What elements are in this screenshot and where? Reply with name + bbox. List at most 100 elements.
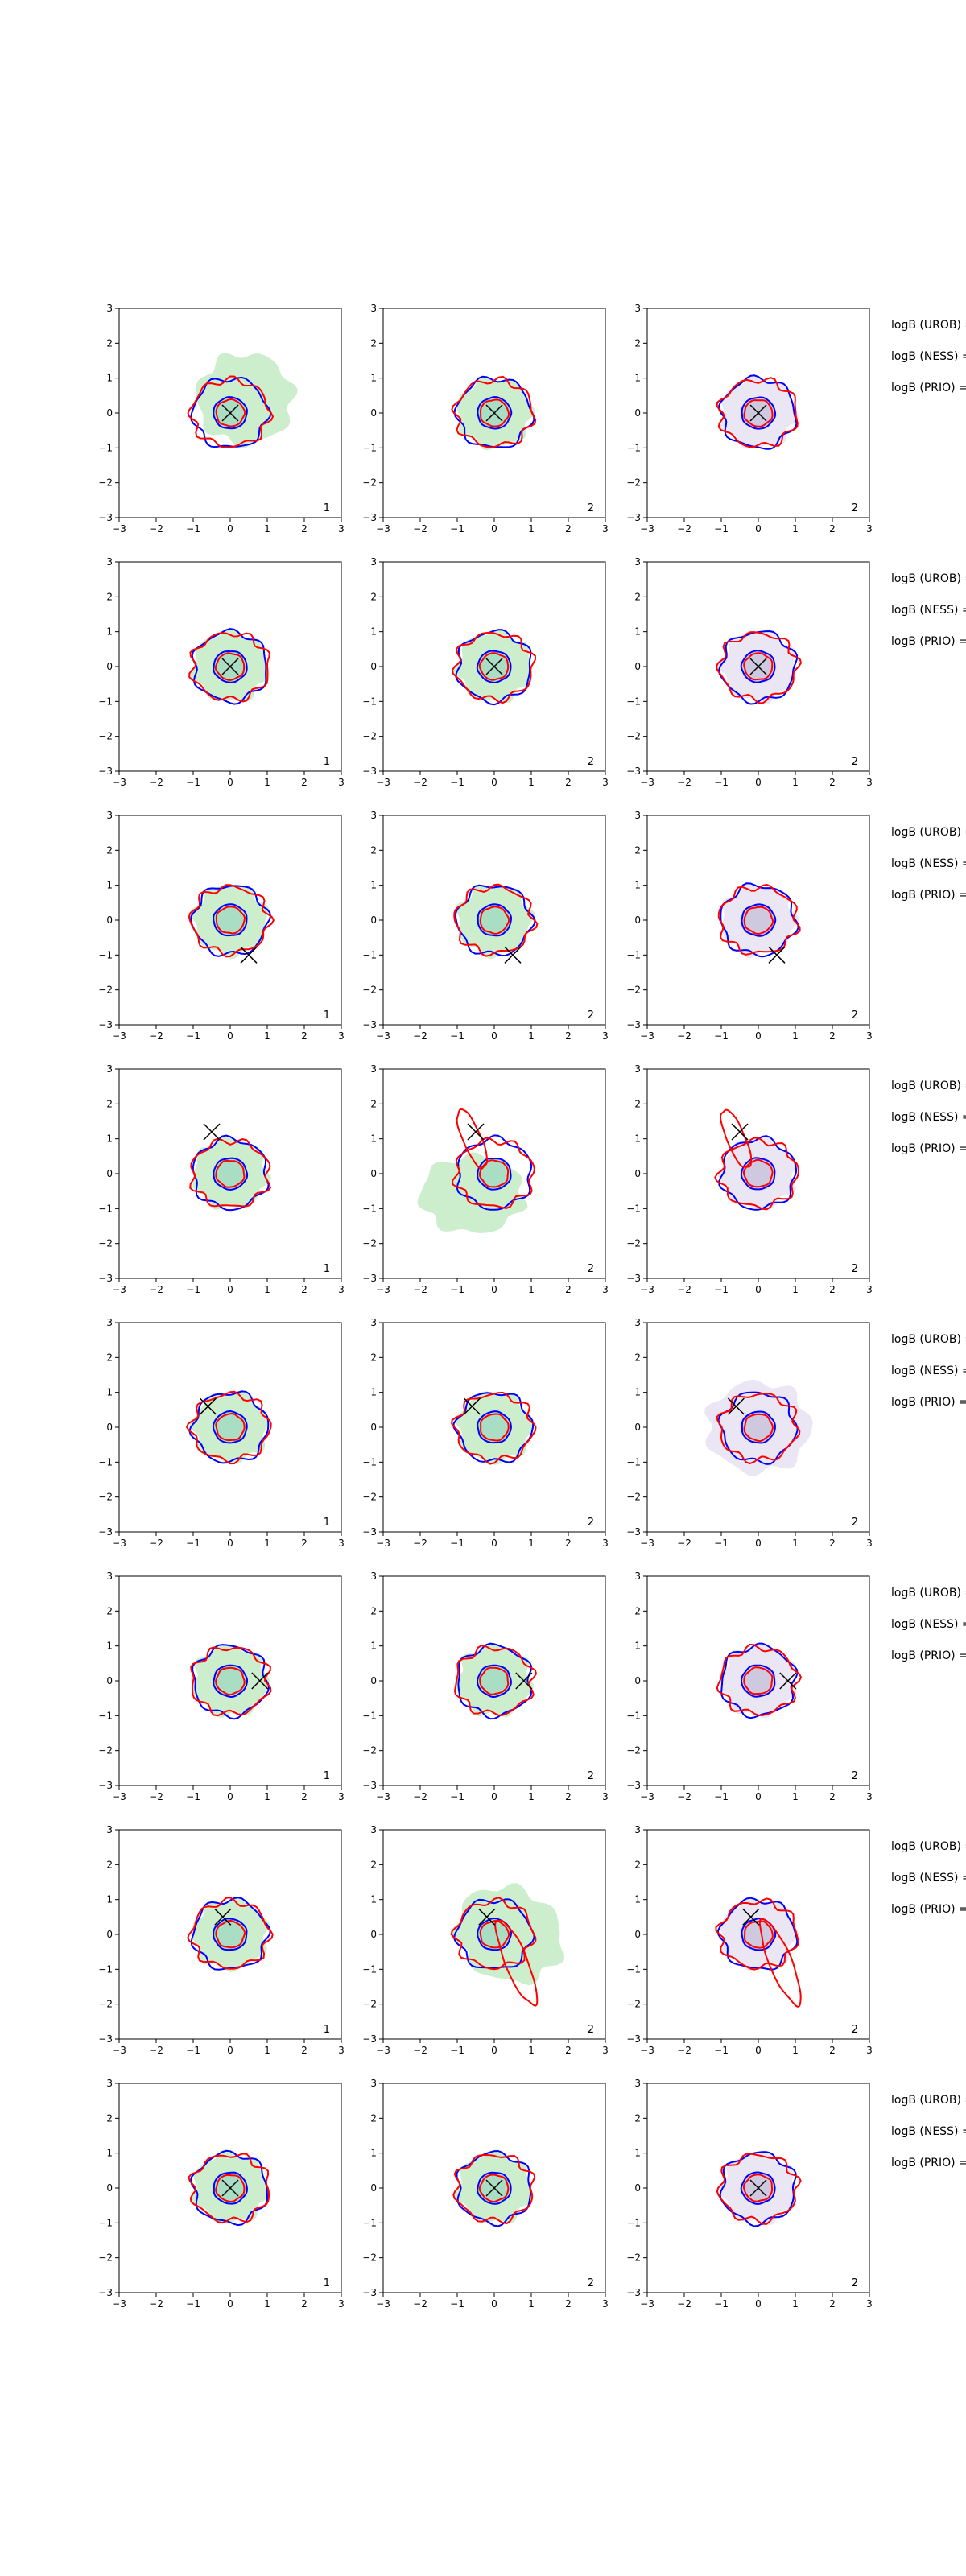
y-tick-label: 0 xyxy=(370,1168,377,1179)
x-tick-label: −3 xyxy=(376,1284,390,1295)
y-tick-label: −1 xyxy=(626,696,641,707)
logb-label: logB (PRIO) = xyxy=(891,1142,966,1155)
x-tick-label: 2 xyxy=(301,1030,308,1042)
x-tick-label: 0 xyxy=(491,1284,497,1295)
x-tick-label: −3 xyxy=(640,777,654,788)
y-tick-label: −3 xyxy=(98,1273,113,1284)
y-tick-label: −2 xyxy=(362,1999,377,2010)
x-tick-label: 1 xyxy=(264,2298,270,2310)
y-tick-label: 0 xyxy=(106,661,113,672)
x-tick-label: −2 xyxy=(413,1538,427,1549)
blue-contour xyxy=(741,396,777,430)
y-tick-label: −2 xyxy=(362,1492,377,1503)
y-tick-label: 0 xyxy=(106,1675,113,1686)
x-tick-label: −2 xyxy=(413,777,427,788)
x-tick-label: 2 xyxy=(829,1538,836,1549)
x-tick-label: 1 xyxy=(264,1030,270,1042)
red-contour xyxy=(452,2153,536,2225)
true-value-marker xyxy=(731,1123,749,1141)
panel-note: 2 xyxy=(852,2024,858,2036)
x-tick-label: −3 xyxy=(640,2298,654,2310)
x-tick-label: −1 xyxy=(186,523,200,535)
logb-label: logB (UROB) = xyxy=(891,1840,966,1853)
x-tick-label: −2 xyxy=(149,1284,163,1295)
y-tick-label: 2 xyxy=(106,591,113,602)
y-tick-label: 2 xyxy=(634,1098,641,1109)
panel-note: 2 xyxy=(588,756,594,768)
y-tick-label: 1 xyxy=(370,1641,377,1652)
x-tick-label: 0 xyxy=(227,2298,233,2310)
red-contour xyxy=(480,398,510,427)
x-tick-label: −1 xyxy=(186,1791,200,1802)
x-tick-label: 1 xyxy=(792,1791,799,1802)
panel-note: 1 xyxy=(324,1770,330,1782)
blue-contour xyxy=(213,1918,248,1951)
red-contour xyxy=(215,2174,246,2202)
x-tick-label: −3 xyxy=(112,1030,126,1042)
logb-label: logB (PRIO) = xyxy=(891,635,966,648)
x-tick-label: 3 xyxy=(866,1538,873,1549)
x-tick-label: 0 xyxy=(227,1284,233,1295)
y-tick-label: −2 xyxy=(98,985,113,996)
x-tick-label: −3 xyxy=(112,2298,126,2310)
x-tick-label: −1 xyxy=(186,2298,200,2310)
x-tick-label: −3 xyxy=(112,1538,126,1549)
red-contour xyxy=(215,1159,246,1188)
y-tick-label: 2 xyxy=(370,844,377,856)
x-tick-label: 2 xyxy=(565,2045,572,2056)
y-tick-label: 2 xyxy=(106,1352,113,1363)
y-tick-label: 1 xyxy=(106,626,113,638)
blue-contour xyxy=(190,376,272,448)
x-tick-label: −3 xyxy=(376,1538,390,1549)
x-tick-label: −2 xyxy=(677,2298,691,2310)
x-tick-label: 1 xyxy=(264,777,270,788)
x-tick-label: −3 xyxy=(112,777,126,788)
y-tick-label: −1 xyxy=(626,1710,641,1721)
y-tick-label: 2 xyxy=(634,2112,641,2124)
x-tick-label: −3 xyxy=(376,1791,390,1802)
y-tick-label: 0 xyxy=(106,1422,113,1433)
density-core xyxy=(742,1411,775,1443)
y-tick-label: 1 xyxy=(370,626,377,638)
y-tick-label: −1 xyxy=(98,1203,113,1214)
y-tick-label: 1 xyxy=(106,1894,113,1905)
blue-contour xyxy=(477,1410,512,1444)
y-tick-label: 3 xyxy=(106,303,113,314)
x-tick-label: −2 xyxy=(149,2045,163,2056)
y-tick-label: 3 xyxy=(106,556,113,568)
x-tick-label: 1 xyxy=(528,2045,535,2056)
y-tick-label: 3 xyxy=(634,1317,641,1328)
y-tick-label: 2 xyxy=(370,1352,377,1363)
logb-label: logB (NESS) = xyxy=(891,1618,966,1631)
x-tick-label: −3 xyxy=(112,523,126,535)
red-contour xyxy=(717,883,801,956)
blue-contour xyxy=(476,1664,512,1698)
y-tick-label: 3 xyxy=(370,1317,377,1328)
y-tick-label: 0 xyxy=(634,914,641,926)
x-tick-label: 0 xyxy=(755,523,762,535)
red-contour xyxy=(479,1919,510,1949)
x-tick-label: 3 xyxy=(866,1030,873,1042)
y-tick-label: 1 xyxy=(370,1133,377,1145)
panel-note: 2 xyxy=(852,756,858,768)
red-contour xyxy=(188,884,275,958)
y-tick-label: 2 xyxy=(370,591,377,602)
x-tick-label: −1 xyxy=(450,2045,464,2056)
blue-contour xyxy=(740,2171,776,2205)
y-tick-label: −1 xyxy=(626,2217,641,2228)
density-core xyxy=(213,1410,247,1443)
logb-label: logB (NESS) = xyxy=(891,1111,966,1124)
y-tick-label: 3 xyxy=(370,2078,377,2089)
y-tick-label: −2 xyxy=(362,1238,377,1249)
logb-label: logB (NESS) = xyxy=(891,350,966,363)
red-contour xyxy=(189,1137,271,1208)
x-tick-label: −2 xyxy=(677,523,691,535)
x-tick-label: 0 xyxy=(227,777,233,788)
panel-note: 2 xyxy=(588,2024,594,2036)
y-tick-label: 0 xyxy=(106,2182,113,2194)
y-tick-label: −1 xyxy=(98,442,113,453)
y-tick-label: −1 xyxy=(98,949,113,960)
x-tick-label: 2 xyxy=(565,1538,572,1549)
